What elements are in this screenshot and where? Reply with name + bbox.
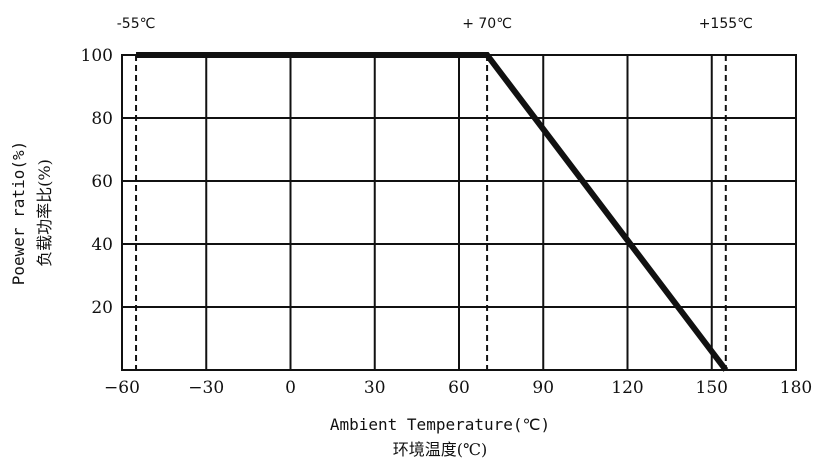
x-tick-label: −60: [104, 378, 140, 398]
reference-line-label: -55℃: [117, 16, 156, 32]
reference-line-label: +155℃: [699, 16, 753, 32]
x-tick-label: 90: [532, 378, 554, 398]
grid-lines: [122, 55, 796, 370]
x-tick-label: −30: [188, 378, 224, 398]
x-tick-labels: −60 −30 0 30 60 90 120 150 180: [104, 378, 812, 398]
y-axis-label: Poewer ratio(%): [9, 141, 28, 286]
x-tick-label: 0: [285, 378, 296, 398]
series-layer: [135, 52, 729, 372]
reference-line-label: + 70℃: [462, 16, 512, 32]
x-tick-label: 150: [696, 378, 728, 398]
series-line: [136, 52, 729, 372]
y-axis-label-cn: 负载功率比(%): [35, 159, 54, 267]
reference-line-labels: -55℃ + 70℃ +155℃: [117, 16, 753, 32]
x-tick-label: 180: [780, 378, 812, 398]
x-tick-label: 120: [611, 378, 643, 398]
y-tick-label: 40: [91, 235, 113, 255]
x-axis-label-cn: 环境温度(℃): [393, 440, 487, 459]
plot-frame: [121, 54, 797, 371]
y-tick-label: 60: [91, 172, 113, 192]
reference-lines: [135, 55, 727, 370]
y-tick-label: 80: [91, 109, 113, 129]
x-axis-label: Ambient Temperature(℃): [330, 415, 550, 434]
y-tick-labels: 20 40 60 80 100: [81, 46, 113, 318]
x-tick-label: 30: [364, 378, 386, 398]
y-tick-label: 100: [81, 46, 113, 66]
x-tick-label: 60: [448, 378, 470, 398]
y-tick-label: 20: [91, 298, 113, 318]
